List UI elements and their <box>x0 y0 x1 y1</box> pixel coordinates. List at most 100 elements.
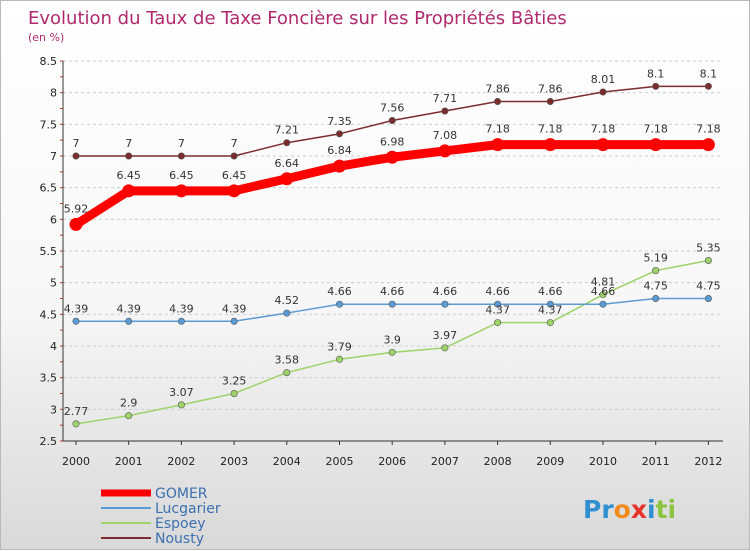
x-tick-label: 2001 <box>115 455 143 468</box>
data-label-gomer: 7.18 <box>696 123 721 136</box>
data-point-nousty <box>599 88 607 96</box>
data-point-gomer <box>491 138 505 152</box>
data-label-espoey: 5.19 <box>643 252 668 265</box>
data-point-espoey <box>441 344 449 352</box>
data-point-gomer <box>543 138 557 152</box>
data-point-espoey <box>72 420 80 428</box>
data-label-nousty: 7 <box>73 137 80 150</box>
data-label-lucgarier: 4.66 <box>380 285 405 298</box>
data-label-gomer: 7.18 <box>485 123 510 136</box>
data-label-gomer: 6.45 <box>116 169 141 182</box>
data-label-nousty: 7 <box>125 137 132 150</box>
x-tick-label: 2009 <box>536 455 564 468</box>
data-point-nousty <box>494 98 502 106</box>
data-point-gomer <box>69 217 83 231</box>
y-tick-label: 3 <box>50 403 57 416</box>
y-tick-label: 8 <box>50 87 57 100</box>
data-label-espoey: 4.37 <box>485 304 510 317</box>
data-point-espoey <box>704 256 712 264</box>
legend-label-gomer: GOMER <box>155 486 208 502</box>
data-point-nousty <box>230 152 238 160</box>
y-tick-label: 7 <box>50 150 57 163</box>
data-labels: 5.92 6.45 6.45 6.45 6.64 6.84 6.98 7.08 7.18 7.18… <box>64 67 721 418</box>
y-tick-label: 5.5 <box>40 245 58 258</box>
x-tick-label: 2000 <box>62 455 90 468</box>
data-label-nousty: 7.86 <box>538 83 563 96</box>
data-label-lucgarier: 4.66 <box>433 285 458 298</box>
data-point-lucgarier <box>546 300 554 308</box>
data-label-lucgarier: 4.66 <box>327 285 352 298</box>
logo-letter: i <box>647 495 656 524</box>
data-label-lucgarier: 4.66 <box>485 285 510 298</box>
data-point-nousty <box>283 139 291 147</box>
logo-letter: x <box>631 495 647 524</box>
data-point-lucgarier <box>125 317 133 325</box>
legend-label-lucgarier: Lucgarier <box>155 501 221 517</box>
data-label-gomer: 6.84 <box>327 144 352 157</box>
data-point-espoey <box>125 412 133 420</box>
data-point-nousty <box>177 152 185 160</box>
data-label-espoey: 2.77 <box>64 405 89 418</box>
data-label-nousty: 7.71 <box>433 92 458 105</box>
data-point-lucgarier <box>335 300 343 308</box>
data-point-nousty <box>652 82 660 90</box>
y-tick-label: 4.5 <box>40 308 58 321</box>
data-label-lucgarier: 4.75 <box>643 280 668 293</box>
data-label-lucgarier: 4.39 <box>64 302 89 315</box>
x-tick-label: 2010 <box>589 455 617 468</box>
data-label-gomer: 5.92 <box>64 202 89 215</box>
data-label-gomer: 7.08 <box>433 129 458 142</box>
data-label-nousty: 7 <box>178 137 185 150</box>
data-point-gomer <box>649 138 663 152</box>
data-point-lucgarier <box>441 300 449 308</box>
data-point-espoey <box>177 401 185 409</box>
data-point-gomer <box>438 144 452 158</box>
x-tick-label: 2011 <box>642 455 670 468</box>
data-point-nousty <box>335 130 343 138</box>
data-point-nousty <box>704 82 712 90</box>
data-label-gomer: 6.64 <box>275 157 300 170</box>
data-point-nousty <box>72 152 80 160</box>
chart-subtitle: (en %) <box>28 31 64 44</box>
data-label-espoey: 3.97 <box>433 329 458 342</box>
x-tick-label: 2005 <box>326 455 354 468</box>
x-tick-label: 2008 <box>484 455 512 468</box>
x-tick-label: 2012 <box>694 455 722 468</box>
data-label-gomer: 6.45 <box>222 169 247 182</box>
y-tick-label: 7.5 <box>40 118 58 131</box>
y-tick-label: 6 <box>50 213 57 226</box>
data-point-espoey <box>230 389 238 397</box>
logo-letter: t <box>656 495 668 524</box>
data-label-lucgarier: 4.66 <box>591 285 616 298</box>
x-tick-label: 2002 <box>167 455 195 468</box>
data-label-lucgarier: 4.52 <box>275 294 300 307</box>
data-label-gomer: 6.98 <box>380 135 405 148</box>
data-point-lucgarier <box>283 309 291 317</box>
data-point-gomer <box>333 159 346 173</box>
data-point-gomer <box>122 184 136 198</box>
data-label-espoey: 3.79 <box>327 340 352 353</box>
data-point-nousty <box>125 152 133 160</box>
data-point-espoey <box>335 355 343 363</box>
data-point-gomer <box>280 172 294 186</box>
data-point-gomer <box>174 184 188 198</box>
x-tick-label: 2004 <box>273 455 301 468</box>
data-label-espoey: 4.81 <box>591 276 616 289</box>
data-label-nousty: 8.1 <box>647 67 665 80</box>
data-point-gomer <box>596 138 610 152</box>
data-label-espoey: 4.37 <box>538 304 563 317</box>
data-label-espoey: 3.9 <box>383 333 401 346</box>
y-tick-label: 8.5 <box>40 55 58 68</box>
data-label-gomer: 6.45 <box>169 169 194 182</box>
data-point-espoey <box>283 369 291 377</box>
data-point-lucgarier <box>72 317 80 325</box>
data-label-nousty: 7.56 <box>380 102 405 115</box>
data-point-lucgarier <box>599 300 607 308</box>
y-tick-label: 6.5 <box>40 182 58 195</box>
data-label-espoey: 3.07 <box>169 386 194 399</box>
data-label-espoey: 5.35 <box>696 242 721 255</box>
data-label-gomer: 7.18 <box>643 123 668 136</box>
